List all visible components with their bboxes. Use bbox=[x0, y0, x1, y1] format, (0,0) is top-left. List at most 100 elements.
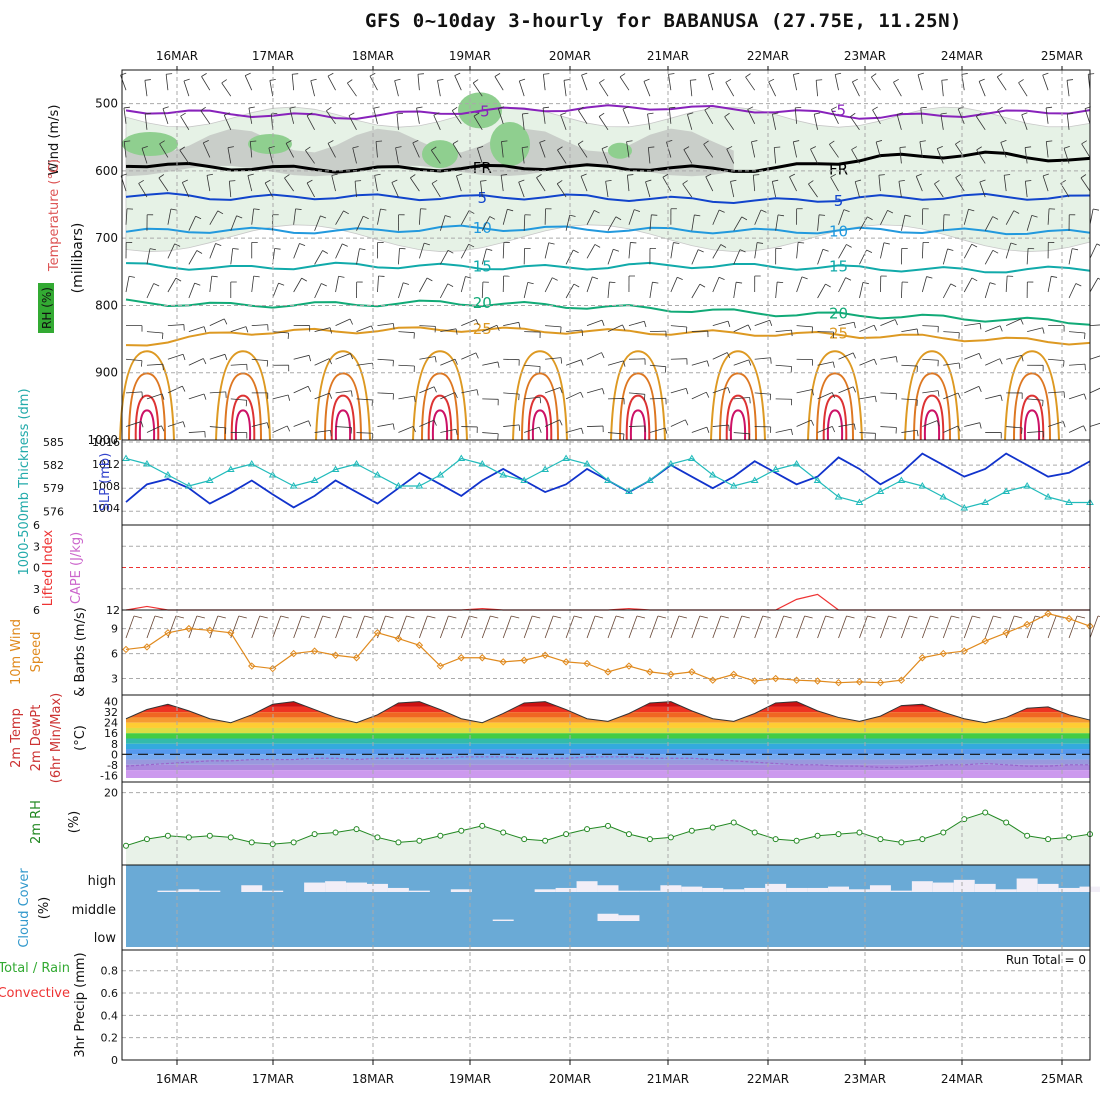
wind-barb bbox=[167, 353, 184, 360]
wind-barb-flag bbox=[473, 112, 480, 117]
wind-barb-flag bbox=[934, 180, 940, 185]
bottom-date-label: 25MAR bbox=[1041, 1072, 1083, 1086]
wind-barb bbox=[852, 81, 860, 97]
wind-barb-flag bbox=[739, 249, 746, 253]
lifted-index-tick: 6 bbox=[33, 519, 40, 532]
wind-barb-flag bbox=[496, 325, 500, 331]
wind-barb-flag bbox=[322, 250, 328, 254]
wind-barb bbox=[125, 391, 142, 394]
wind-barb-flag bbox=[394, 78, 401, 82]
surface-wind-barb bbox=[1089, 615, 1099, 639]
wind-barb bbox=[272, 282, 279, 299]
wind-barb-flag bbox=[774, 146, 781, 148]
wind-axis-label: 10m Wind bbox=[9, 619, 24, 685]
wind-barb-flag bbox=[253, 275, 260, 278]
wind-barb bbox=[830, 176, 839, 192]
wind-barb-flag bbox=[552, 277, 558, 281]
wind-barb bbox=[834, 74, 839, 91]
wind-barb-flag bbox=[141, 360, 143, 367]
wind-barb bbox=[794, 107, 798, 124]
wind-barb-flag bbox=[507, 208, 514, 212]
surface-wind-barb-flag bbox=[783, 615, 792, 619]
surface-wind-barb-flag bbox=[636, 615, 646, 619]
wind-barb-flag bbox=[623, 433, 625, 440]
rh2m-point bbox=[814, 832, 821, 839]
wind-barb bbox=[482, 361, 498, 366]
wind-barb bbox=[712, 209, 720, 225]
wind-barb-flag bbox=[645, 179, 652, 183]
rh2m-point bbox=[542, 837, 549, 844]
wind-barb bbox=[626, 175, 630, 192]
cloud-bar bbox=[241, 885, 263, 892]
cloud-bar bbox=[1016, 878, 1038, 892]
wind-barb-flag bbox=[175, 277, 182, 282]
wind-barb-flag bbox=[287, 332, 290, 340]
wind-barb bbox=[451, 110, 462, 125]
wind-barb bbox=[398, 395, 415, 400]
wind-barb-flag bbox=[140, 421, 144, 428]
slp-point bbox=[457, 454, 466, 461]
wind-barb bbox=[306, 115, 315, 131]
wind-barb bbox=[158, 177, 169, 192]
wind10m-point bbox=[310, 647, 319, 655]
top-date-label: 18MAR bbox=[352, 49, 394, 63]
lifted-index-tick: 6 bbox=[33, 604, 40, 617]
wind-barb bbox=[167, 385, 183, 394]
wind-barb-flag bbox=[217, 210, 224, 215]
cloud-level-label: low bbox=[94, 931, 117, 946]
wind-barb-flag bbox=[264, 179, 271, 184]
wind-barb bbox=[875, 141, 881, 158]
rh2m-point bbox=[143, 836, 150, 843]
wind-barb-flag bbox=[203, 326, 207, 333]
surface-wind-barb-flag bbox=[154, 615, 164, 619]
precip-tick: 0 bbox=[111, 1054, 118, 1067]
wind10m-point bbox=[583, 659, 591, 668]
wind10m-point bbox=[206, 626, 214, 635]
wind10m-point bbox=[604, 668, 612, 676]
wind-barb-flag bbox=[685, 326, 688, 334]
wind-barb-flag bbox=[266, 422, 270, 429]
surface-wind-barb bbox=[942, 615, 952, 639]
surface-wind-barb-flag bbox=[867, 615, 876, 619]
wind-barb bbox=[901, 364, 918, 367]
wind-barb-flag bbox=[480, 180, 487, 182]
wind-barb-flag bbox=[232, 248, 239, 250]
wind-barb bbox=[144, 80, 148, 97]
boundary-layer-contour bbox=[1013, 372, 1051, 441]
slp-point bbox=[394, 482, 403, 489]
wind-barb-flag bbox=[751, 140, 758, 143]
wind-barb-flag bbox=[149, 248, 156, 251]
wind-barb-flag bbox=[852, 78, 858, 83]
surface-wind-barb-flag bbox=[993, 615, 1002, 619]
slp-point bbox=[478, 460, 487, 467]
surface-wind-barb-flag bbox=[406, 615, 415, 619]
rh2m-point bbox=[353, 826, 360, 833]
boundary-layer-contour bbox=[1019, 394, 1045, 441]
wind-barb-flag bbox=[1046, 140, 1053, 142]
wind-barb bbox=[1068, 393, 1085, 400]
wind-barb bbox=[481, 281, 484, 299]
rh2m-point bbox=[563, 831, 570, 838]
wind-barb-flag bbox=[1096, 243, 1100, 246]
wind-barb-flag bbox=[673, 242, 680, 244]
cloud-bar bbox=[869, 885, 891, 892]
wind-barb-flag bbox=[798, 242, 805, 244]
wind-barb bbox=[817, 392, 833, 400]
wind-barb bbox=[398, 248, 400, 265]
bottom-date-label: 19MAR bbox=[449, 1072, 491, 1086]
wind-barb-flag bbox=[250, 140, 257, 142]
rh2m-point bbox=[185, 834, 192, 841]
wind-barb bbox=[167, 243, 176, 259]
wind-barb bbox=[230, 215, 237, 231]
cloud-axis-label: Cloud Cover bbox=[17, 868, 32, 948]
wind-barb bbox=[745, 76, 756, 91]
wind-barb bbox=[356, 432, 373, 434]
boundary-layer-contour bbox=[119, 350, 175, 441]
wind-barb bbox=[227, 147, 232, 164]
wind-barb bbox=[577, 143, 588, 158]
wind-barb-flag bbox=[145, 112, 152, 115]
wind-barb bbox=[1026, 215, 1033, 231]
boundary-layer-contour bbox=[230, 394, 256, 441]
cloud-bar bbox=[723, 889, 745, 892]
wind-barb-flag bbox=[153, 283, 160, 287]
